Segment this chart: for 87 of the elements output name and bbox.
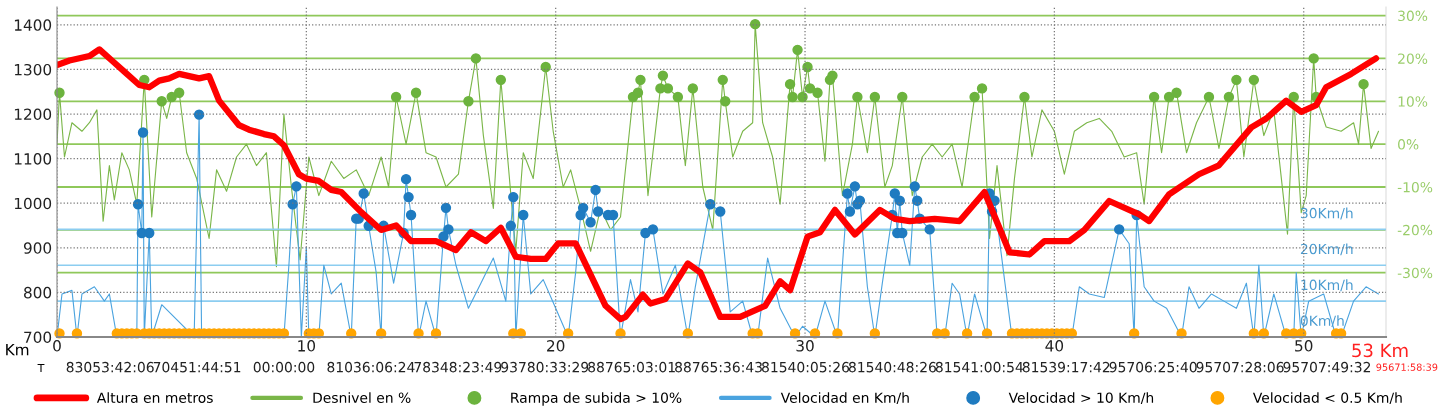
point — [1288, 91, 1299, 103]
y2-tick-label: 20% — [1398, 53, 1428, 64]
y2-tick-label: -30% — [1397, 267, 1433, 279]
point — [897, 91, 908, 103]
point — [687, 83, 699, 94]
y2-tick-label: 10% — [1398, 96, 1428, 107]
point — [717, 74, 728, 86]
point — [156, 96, 167, 107]
y-tick-label: 1400 — [14, 19, 52, 31]
point — [827, 70, 838, 81]
point — [540, 61, 551, 73]
text: 95707:49:32 — [1283, 361, 1371, 373]
x-tick-label: 20 — [547, 340, 565, 352]
text: 95707:28:06 — [1196, 361, 1284, 373]
point — [812, 87, 823, 98]
point — [969, 91, 980, 103]
legend-label: Velocidad > 10 Km/h — [1008, 392, 1154, 405]
point — [1223, 91, 1235, 103]
point — [173, 87, 185, 98]
x-tick-label: 0 — [53, 340, 61, 352]
text: 95706:25:40 — [1109, 361, 1197, 373]
y-tick-label: 1100 — [14, 153, 52, 165]
point — [410, 87, 422, 98]
point — [792, 44, 803, 56]
y3-tick-label: 20Km/h — [1300, 243, 1353, 256]
x-tick-label: 40 — [1045, 340, 1064, 352]
text: 81540:48:26 — [848, 361, 936, 373]
text: 88765:03:01 — [588, 361, 675, 373]
point — [1203, 91, 1215, 103]
y2-tick-label: 0% — [1398, 139, 1419, 150]
point — [390, 91, 402, 103]
text: 81539:17:42 — [1022, 361, 1110, 373]
text: T — [37, 363, 45, 373]
legend-label: Velocidad < 0.5 Km/h — [1252, 392, 1402, 405]
y-tick-label: 800 — [24, 286, 52, 299]
legend-label: Velocidad en Km/h — [780, 392, 909, 405]
y2-tick-label: -20% — [1397, 224, 1433, 236]
point — [976, 83, 988, 94]
y3-tick-label: 30Km/h — [1300, 207, 1353, 220]
legend-label: Altura en metros — [96, 392, 213, 403]
y-tick-label: 700 — [24, 331, 52, 344]
text: 00:00:00 — [253, 361, 315, 373]
text: 93780:33:29 — [501, 361, 589, 373]
text: 78348:23:49 — [414, 361, 502, 373]
point — [635, 74, 646, 86]
point — [657, 70, 669, 81]
x-tick-label: 10 — [298, 340, 316, 352]
legend-label: Rampa de subida > 10% — [511, 392, 682, 406]
point — [470, 53, 482, 64]
text: 95671:58:39 — [1376, 363, 1438, 371]
point — [1231, 74, 1242, 86]
y-tick-label: 1200 — [14, 108, 52, 121]
point — [1308, 53, 1319, 64]
text: 81036:06:24 — [327, 361, 415, 373]
point — [672, 91, 684, 103]
point — [1358, 78, 1369, 90]
x-axis-title: Km — [6, 344, 29, 356]
y-tick-label: 1000 — [14, 197, 52, 210]
point — [852, 91, 863, 103]
point — [632, 87, 644, 98]
point — [784, 78, 796, 90]
point — [1163, 91, 1175, 103]
text: 53 Km — [1352, 343, 1408, 358]
y2-tick-label: -10% — [1397, 181, 1433, 193]
x-tick-label: 50 — [1295, 340, 1313, 352]
point — [1019, 91, 1030, 103]
text: 88765:36:43 — [675, 361, 762, 373]
x-tick-label: 30 — [796, 340, 814, 352]
point — [1148, 91, 1160, 103]
y-tick-label: 1300 — [14, 63, 52, 76]
text: 81541:00:54 — [935, 361, 1023, 373]
text: 81540:05:26 — [761, 361, 850, 373]
text: 83053:42:06 — [66, 361, 154, 373]
point — [166, 91, 177, 103]
point — [787, 91, 798, 103]
point — [463, 96, 474, 107]
point — [1248, 74, 1260, 86]
point — [720, 96, 731, 107]
point — [1171, 87, 1182, 98]
y-tick-label: 900 — [23, 242, 52, 254]
point — [749, 18, 761, 30]
point — [495, 74, 507, 86]
text: 70451:44:51 — [153, 361, 241, 373]
y2-tick-label: 30% — [1398, 10, 1428, 22]
y3-tick-label: 10Km/h — [1301, 279, 1353, 292]
point — [869, 91, 881, 103]
legend-label: Desnivel en % — [313, 392, 411, 403]
